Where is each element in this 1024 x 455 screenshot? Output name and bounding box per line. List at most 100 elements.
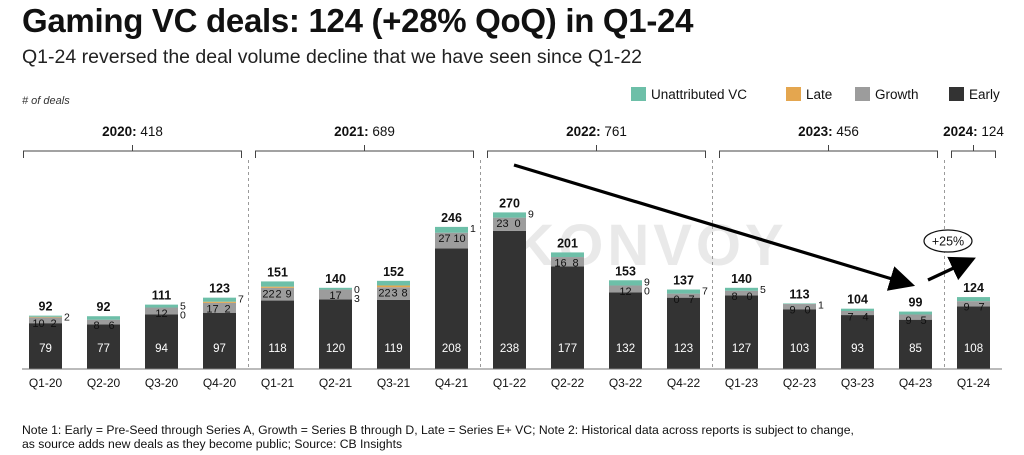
bar-unattributed xyxy=(145,304,178,308)
x-tick-label: Q3-20 xyxy=(145,376,179,390)
data-label-segment: 9 xyxy=(963,302,969,314)
bar-early xyxy=(435,248,468,369)
bar-growth xyxy=(841,311,874,316)
x-tick-label: Q4-21 xyxy=(435,376,469,390)
bar-growth xyxy=(957,301,990,307)
total-label: 140 xyxy=(731,272,752,286)
data-label-segment: 0 xyxy=(514,218,520,230)
bar-unattributed xyxy=(609,280,642,286)
data-label-early: 93 xyxy=(851,343,864,355)
legend-label-unattributed: Unattributed VC xyxy=(651,87,747,102)
bar-unattributed xyxy=(551,252,584,258)
x-tick-label: Q4-22 xyxy=(667,376,701,390)
x-tick-label: Q2-21 xyxy=(319,376,353,390)
bar-unattributed xyxy=(261,281,294,287)
data-label-segment: 9 xyxy=(285,288,291,300)
bar-early xyxy=(145,314,178,369)
footnote-line: as source adds new deals as they become … xyxy=(22,437,403,451)
year-total-label: 2020: 418 xyxy=(102,124,163,139)
total-label: 92 xyxy=(39,300,53,314)
data-label-small: 3 xyxy=(354,293,360,305)
bar-early xyxy=(841,315,874,369)
x-tick-label: Q1-22 xyxy=(493,376,527,390)
data-label-early: 208 xyxy=(442,343,461,355)
bar-early xyxy=(783,309,816,369)
data-label-segment: 4 xyxy=(862,312,868,324)
bar-growth xyxy=(725,290,758,296)
bar-early xyxy=(899,319,932,369)
total-label: 99 xyxy=(909,296,923,310)
data-label-segment: 0 xyxy=(746,291,752,303)
bar-early xyxy=(725,295,758,369)
data-label-early: 119 xyxy=(384,343,402,355)
bar-growth xyxy=(899,314,932,320)
legend-label-growth: Growth xyxy=(875,87,919,102)
bar-growth xyxy=(493,217,526,231)
data-label-segment: 17 xyxy=(206,303,218,315)
footnotes: Note 1: Early = Pre-Seed through Series … xyxy=(22,423,854,451)
bar-unattributed xyxy=(957,297,990,302)
decline-trend-arrow xyxy=(513,163,916,291)
data-label-segment: 8 xyxy=(731,291,737,303)
bar-growth xyxy=(609,285,642,293)
data-label-segment: 22 xyxy=(378,288,390,300)
trend-arrows: +25% xyxy=(513,163,976,291)
x-tick-label: Q2-23 xyxy=(783,376,817,390)
recovery-trend-arrow xyxy=(927,256,976,282)
x-tick-label: Q2-20 xyxy=(87,376,121,390)
x-tick-label: Q3-21 xyxy=(377,376,411,390)
data-label-small: 1 xyxy=(470,223,476,235)
total-label: 140 xyxy=(325,272,346,286)
bar-unattributed xyxy=(725,287,758,291)
bar-early xyxy=(261,300,294,369)
data-label-segment: 2 xyxy=(275,288,281,300)
data-label-segment: 2 xyxy=(50,318,56,330)
total-label: 123 xyxy=(209,282,230,296)
bar-early xyxy=(493,230,526,369)
bar-growth xyxy=(551,257,584,267)
bar-early xyxy=(957,306,990,369)
bar-unattributed xyxy=(377,280,410,286)
year-bracket xyxy=(23,145,242,158)
x-tick-label: Q1-24 xyxy=(957,376,991,390)
bar-growth xyxy=(261,287,294,301)
data-label-segment: 0 xyxy=(673,294,679,306)
bar-unattributed xyxy=(319,287,352,290)
year-total-label: 2024: 124 xyxy=(943,124,1004,139)
year-separators xyxy=(248,160,945,369)
data-label-early: 85 xyxy=(909,343,922,355)
total-label: 270 xyxy=(499,196,520,210)
bar-growth xyxy=(377,287,410,300)
data-label-early: 118 xyxy=(268,343,286,355)
data-label-segment: 12 xyxy=(619,286,631,298)
total-label: 152 xyxy=(383,265,404,279)
data-label-small: 0 xyxy=(644,285,650,297)
x-tick-label: Q3-22 xyxy=(609,376,643,390)
data-label-segment: 5 xyxy=(920,315,926,327)
y-axis-label: # of deals xyxy=(22,95,70,107)
footnote-line: Note 1: Early = Pre-Seed through Series … xyxy=(22,423,854,437)
data-label-early: 238 xyxy=(500,343,519,355)
data-label-early: 77 xyxy=(97,343,110,355)
data-label-early: 177 xyxy=(558,343,577,355)
bar-growth xyxy=(319,289,352,300)
x-tick-labels: Q1-20 Q2-20 Q3-20 Q4-20 Q1-21 Q2-21 Q3-21 Q4-21… xyxy=(29,376,991,390)
data-label-small: 9 xyxy=(528,208,534,220)
bar-early xyxy=(609,292,642,369)
data-label-early: 108 xyxy=(964,343,983,355)
data-label-segment: 10 xyxy=(453,233,465,245)
data-label-segment: 27 xyxy=(438,233,450,245)
year-bracket xyxy=(951,145,996,158)
data-label-early: 132 xyxy=(616,343,635,355)
data-label-segment: 2 xyxy=(224,303,230,315)
data-label-segment: 16 xyxy=(554,258,566,270)
page-title: Gaming VC deals: 124 (+28% QoQ) in Q1-24 xyxy=(22,2,694,39)
year-total-label: 2023: 456 xyxy=(798,124,859,139)
total-label: 201 xyxy=(557,236,578,250)
bar-early xyxy=(29,323,62,369)
x-tick-label: Q3-23 xyxy=(841,376,875,390)
total-label: 246 xyxy=(441,211,462,225)
data-label-small: 1 xyxy=(818,299,824,311)
bar-growth xyxy=(435,232,468,249)
